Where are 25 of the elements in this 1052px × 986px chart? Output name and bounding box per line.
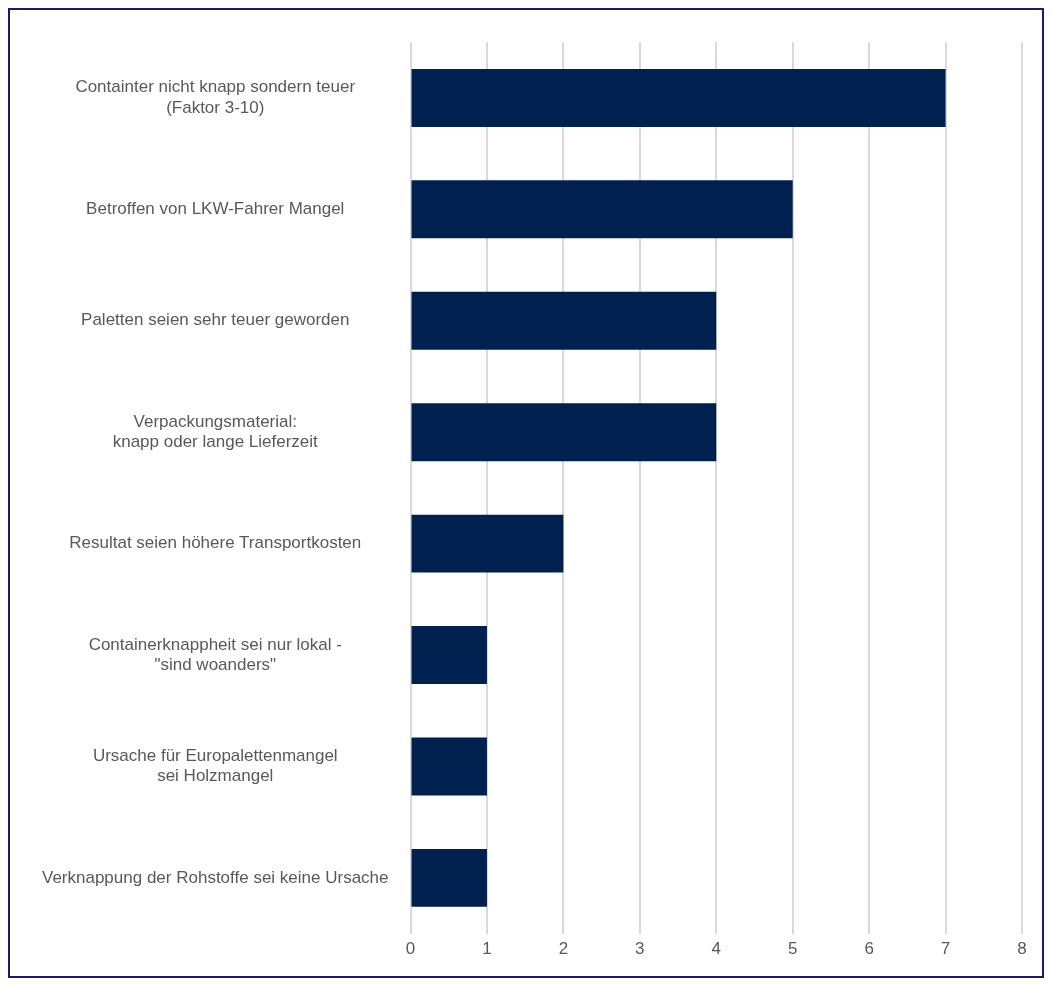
y-tick-label: Ursache für Europalettenmangel sei Holzmangel xyxy=(92,745,338,786)
bar xyxy=(411,848,487,907)
bar xyxy=(411,514,564,573)
bar xyxy=(411,737,487,796)
y-tick-label: Resultat seien höhere Transportkosten xyxy=(69,533,362,553)
x-tick-label: 2 xyxy=(558,939,569,959)
x-tick-label: 5 xyxy=(787,939,798,959)
y-tick-label: Verknappung der Rohstoffe sei keine Ursache xyxy=(41,867,389,887)
bar xyxy=(411,68,946,127)
bar xyxy=(411,291,717,350)
y-tick-label: Betroffen von LKW-Fahrer Mangel xyxy=(86,199,345,219)
y-tick-label: Containerknappheit sei nur lokal - "sind woanders" xyxy=(88,634,342,674)
bar xyxy=(411,403,717,462)
x-tick-label: 3 xyxy=(635,939,645,959)
y-tick-label: Verpackungsmaterial: knapp oder lange Lieferzeit xyxy=(112,411,319,452)
y-tick-label: Paletten seien sehr teuer geworden xyxy=(81,310,350,330)
x-tick-label: 0 xyxy=(405,939,416,959)
x-tick-label: 1 xyxy=(482,939,492,959)
bar xyxy=(411,626,487,685)
x-tick-label: 7 xyxy=(940,939,951,959)
x-tick-label: 6 xyxy=(864,939,874,959)
bar xyxy=(411,180,793,239)
x-tick-label: 4 xyxy=(711,939,721,959)
x-tick-label: 8 xyxy=(1017,939,1027,959)
y-tick-label: Containter nicht knapp sondern teuer (Faktor 3-10) xyxy=(75,77,356,117)
